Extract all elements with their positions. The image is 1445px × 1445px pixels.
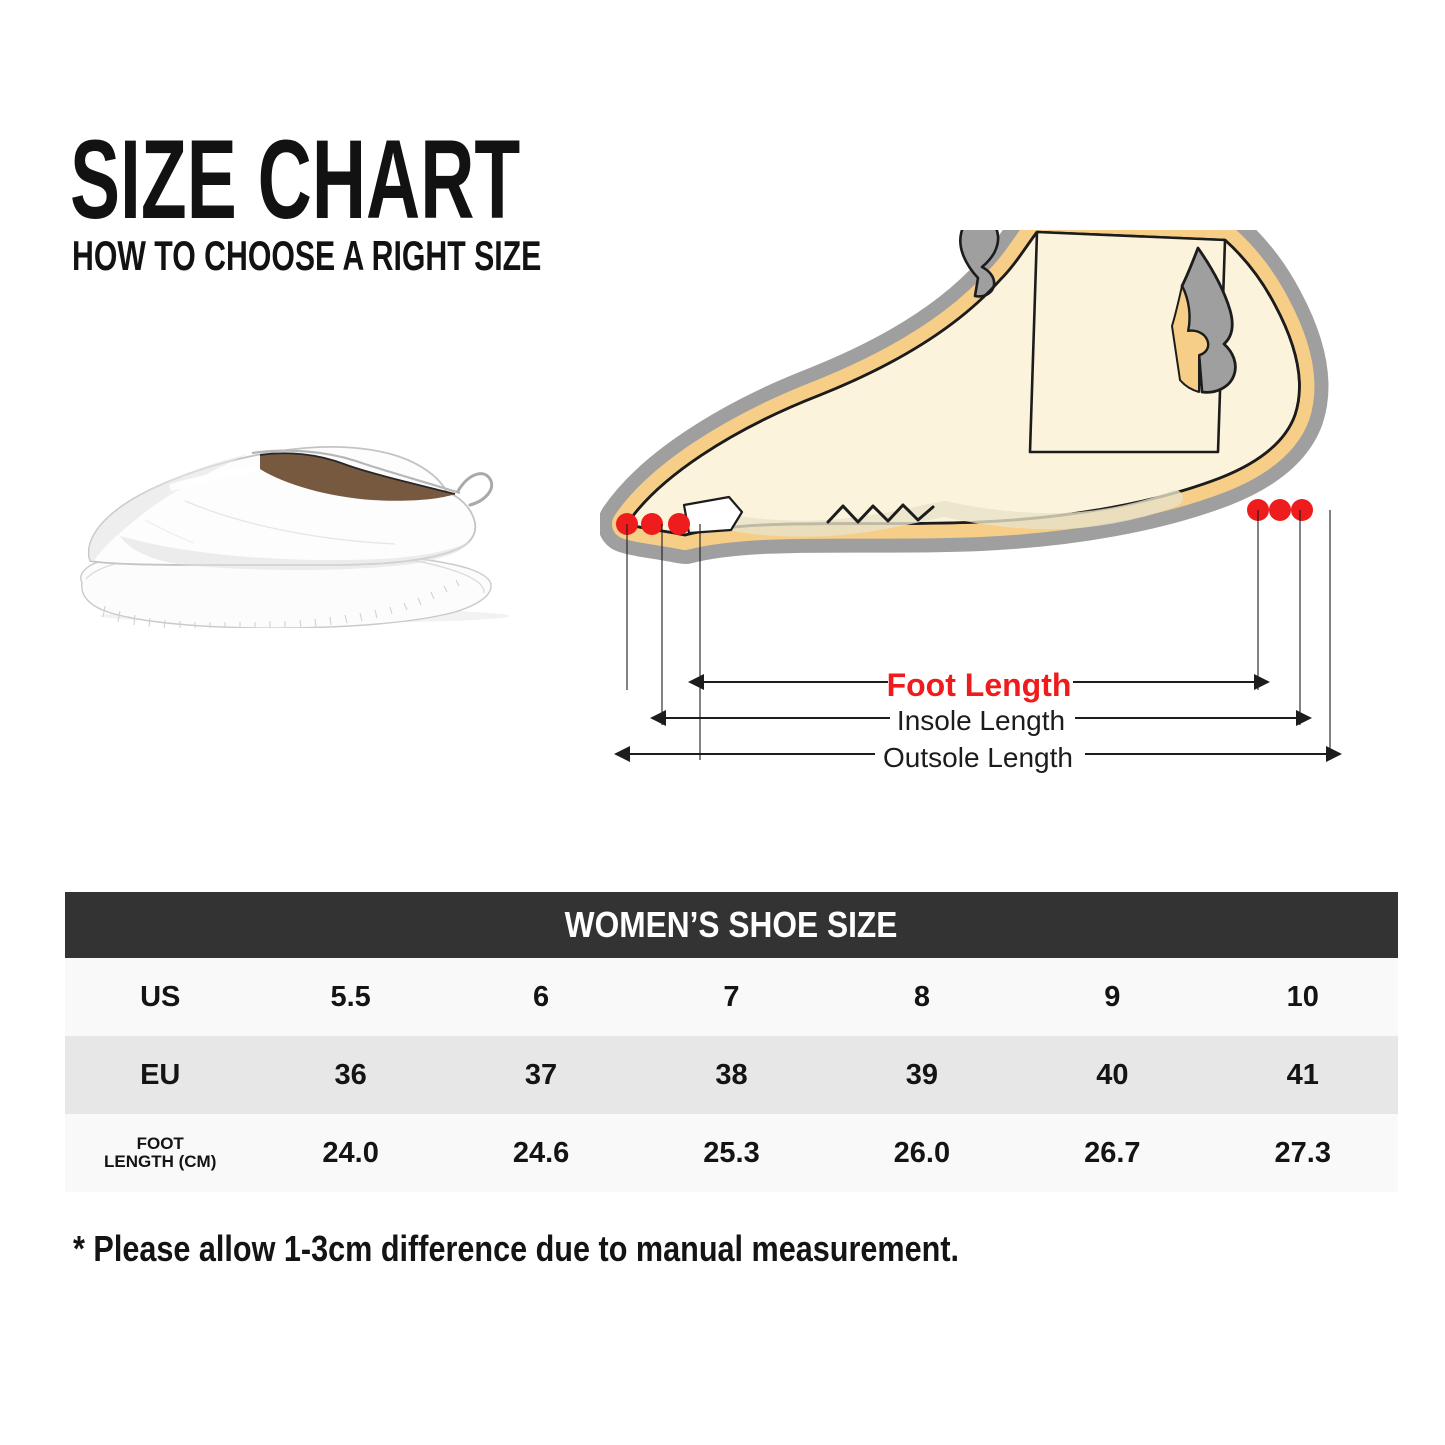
svg-text:Foot Length: Foot Length <box>887 667 1072 703</box>
svg-text:Insole Length: Insole Length <box>897 705 1065 736</box>
svg-text:Outsole Length: Outsole Length <box>883 742 1073 773</box>
